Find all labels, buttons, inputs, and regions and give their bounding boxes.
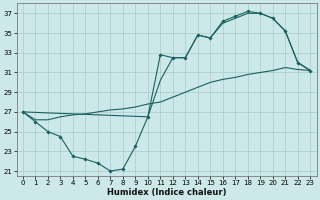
X-axis label: Humidex (Indice chaleur): Humidex (Indice chaleur) [107, 188, 226, 197]
